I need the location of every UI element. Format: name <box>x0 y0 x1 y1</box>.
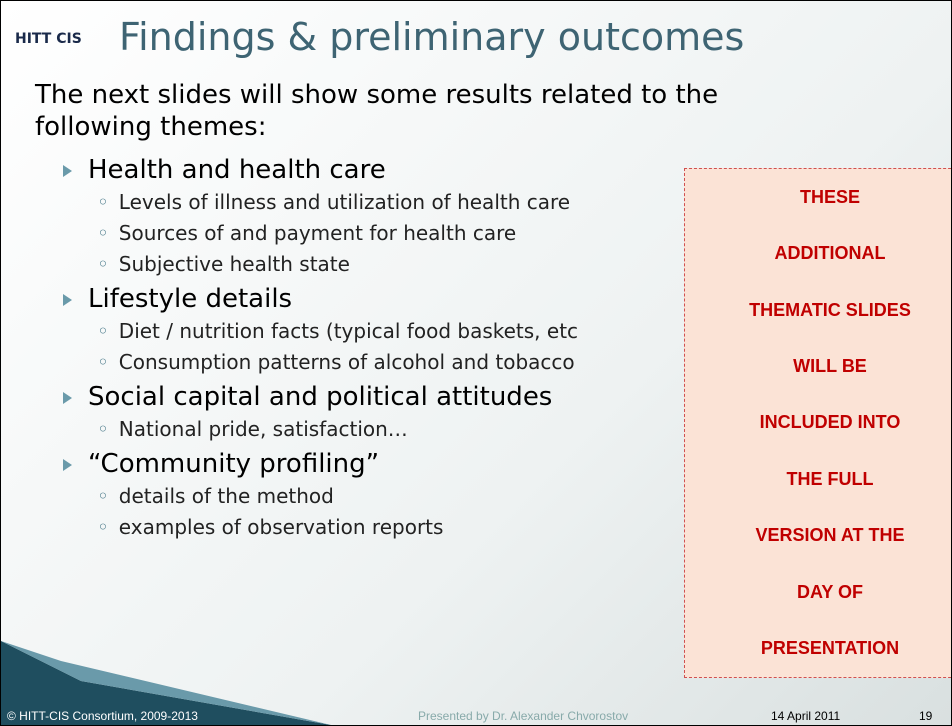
notice-line: INCLUDED INTO <box>759 412 901 433</box>
logo: HITT CIS <box>15 31 82 47</box>
notice-line: WILL BE <box>793 356 867 377</box>
theme-list: Health and health careLevels of illness … <box>63 151 703 543</box>
theme-item: Levels of illness and utilization of hea… <box>97 187 703 218</box>
presenter: Presented by Dr. Alexander Chvorostov <box>418 709 629 723</box>
intro: The next slides will show some results r… <box>35 80 719 142</box>
theme-item: details of the method <box>97 481 703 512</box>
page-number: 19 <box>919 709 933 723</box>
theme-heading: “Community profiling” <box>63 449 703 479</box>
notice-line: THESE <box>799 186 860 207</box>
notice-line: ADDITIONAL <box>774 243 886 264</box>
theme-item: examples of observation reports <box>97 512 703 543</box>
theme-heading: Health and health care <box>63 155 703 185</box>
slide-title: Findings & preliminary outcomes <box>119 15 745 59</box>
notice-line: VERSION AT THE <box>755 525 905 546</box>
theme-item: Subjective health state <box>97 249 703 280</box>
copyright: © HITT-CIS Consortium, 2009-2013 <box>7 709 198 723</box>
theme-heading: Social capital and political attitudes <box>63 382 703 412</box>
decor-wedge <box>1 641 331 725</box>
notice-line: THE FULL <box>786 468 874 489</box>
date: 14 April 2011 <box>771 709 841 723</box>
notice-line: DAY OF <box>796 581 864 602</box>
theme-item: Sources of and payment for health care <box>97 218 703 249</box>
notice-line: PRESENTATION <box>760 638 900 659</box>
notice-box: THESE ADDITIONAL THEMATIC SLIDES WILL BE INC… <box>684 168 951 678</box>
theme-item: Consumption patterns of alcohol and toba… <box>97 347 703 378</box>
theme-heading: Lifestyle details <box>63 284 703 314</box>
notice-line: THEMATIC SLIDES <box>749 299 911 320</box>
theme-item: National pride, satisfaction… <box>97 414 703 445</box>
theme-item: Diet / nutrition facts (typical food bas… <box>97 316 703 347</box>
